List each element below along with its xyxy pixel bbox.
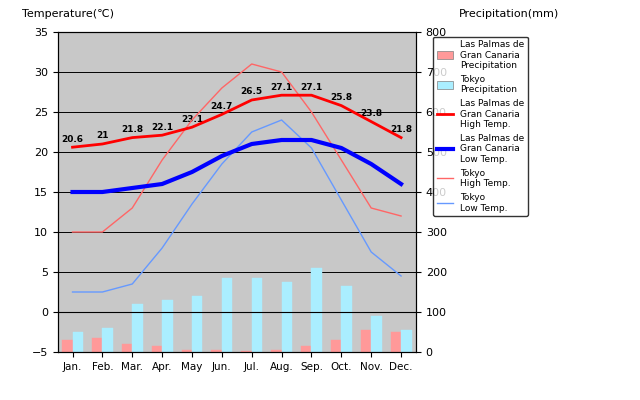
Bar <box>401 330 412 352</box>
Bar <box>132 304 143 352</box>
Bar <box>92 338 102 352</box>
Text: 26.5: 26.5 <box>241 88 263 96</box>
Text: 21.8: 21.8 <box>121 125 143 134</box>
Bar <box>102 328 113 352</box>
Bar <box>271 350 282 352</box>
Bar <box>331 340 341 352</box>
Bar <box>211 350 222 352</box>
Text: 23.1: 23.1 <box>181 115 203 124</box>
Bar <box>241 351 252 352</box>
Bar <box>390 332 401 352</box>
Text: 21.8: 21.8 <box>390 125 412 134</box>
Text: 21: 21 <box>96 132 109 140</box>
Bar <box>341 286 352 352</box>
Bar <box>72 332 83 352</box>
Text: 27.1: 27.1 <box>271 83 292 92</box>
Bar <box>152 346 162 352</box>
Text: Precipitation(mm): Precipitation(mm) <box>459 9 559 19</box>
Bar <box>182 350 192 352</box>
Text: 20.6: 20.6 <box>61 135 84 144</box>
Text: 23.8: 23.8 <box>360 109 382 118</box>
Text: 22.1: 22.1 <box>151 123 173 132</box>
Bar <box>301 346 312 352</box>
Text: Temperature(℃): Temperature(℃) <box>22 9 114 19</box>
Bar <box>312 268 322 352</box>
Bar <box>62 340 72 352</box>
Bar <box>282 282 292 352</box>
Bar <box>361 330 371 352</box>
Bar <box>162 300 173 352</box>
Legend: Las Palmas de
Gran Canaria
Precipitation, Tokyo
Precipitation, Las Palmas de
Gra: Las Palmas de Gran Canaria Precipitation… <box>433 36 528 216</box>
Text: 24.7: 24.7 <box>211 102 233 111</box>
Text: 27.1: 27.1 <box>300 83 323 92</box>
Bar <box>252 278 262 352</box>
Bar <box>371 316 381 352</box>
Bar <box>122 344 132 352</box>
Bar <box>192 296 202 352</box>
Bar <box>222 278 232 352</box>
Text: 25.8: 25.8 <box>330 93 353 102</box>
